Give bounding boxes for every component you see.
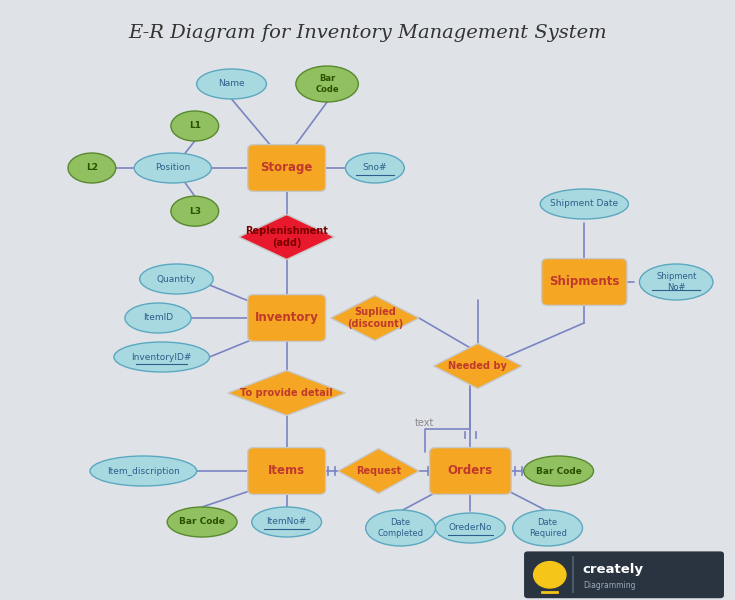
Text: Date
Required: Date Required — [528, 518, 567, 538]
Circle shape — [534, 562, 566, 588]
Text: creately: creately — [583, 563, 644, 577]
Text: Position: Position — [155, 163, 190, 173]
Ellipse shape — [540, 189, 628, 219]
Text: To provide detail: To provide detail — [240, 388, 333, 398]
Text: Orders: Orders — [448, 464, 493, 478]
Text: L3: L3 — [189, 206, 201, 215]
Text: ItemNo#: ItemNo# — [267, 517, 306, 527]
Polygon shape — [228, 371, 345, 415]
Text: L2: L2 — [86, 163, 98, 173]
Text: L1: L1 — [189, 121, 201, 130]
Text: OrederNo: OrederNo — [448, 523, 492, 533]
Text: Date
Completed: Date Completed — [378, 518, 423, 538]
Ellipse shape — [168, 507, 237, 537]
Text: Items: Items — [268, 464, 305, 478]
FancyBboxPatch shape — [248, 295, 326, 341]
FancyBboxPatch shape — [248, 448, 326, 494]
Text: Suplied
(discount): Suplied (discount) — [347, 307, 403, 329]
FancyBboxPatch shape — [248, 145, 326, 191]
Ellipse shape — [140, 264, 213, 294]
Text: InventoryID#: InventoryID# — [132, 352, 192, 361]
Polygon shape — [338, 449, 419, 493]
Ellipse shape — [366, 510, 436, 546]
Text: Item_discription: Item_discription — [107, 467, 179, 475]
Text: Request: Request — [356, 466, 401, 476]
Text: ItemID: ItemID — [143, 313, 173, 323]
Ellipse shape — [68, 153, 116, 183]
Text: text: text — [415, 418, 434, 428]
Polygon shape — [434, 343, 522, 389]
Ellipse shape — [639, 264, 713, 300]
FancyBboxPatch shape — [524, 551, 724, 598]
Text: Inventory: Inventory — [255, 311, 318, 325]
Ellipse shape — [251, 507, 322, 537]
Ellipse shape — [134, 153, 212, 183]
Text: E-R Diagram for Inventory Management System: E-R Diagram for Inventory Management Sys… — [128, 24, 607, 42]
Text: Bar
Code: Bar Code — [315, 74, 339, 94]
Text: Shipments: Shipments — [549, 275, 620, 289]
Text: Sno#: Sno# — [362, 163, 387, 173]
Ellipse shape — [114, 342, 209, 372]
Text: Shipment
No#: Shipment No# — [656, 272, 696, 292]
FancyBboxPatch shape — [542, 259, 627, 305]
Ellipse shape — [435, 513, 506, 543]
Ellipse shape — [295, 66, 359, 102]
Ellipse shape — [171, 111, 219, 141]
Polygon shape — [239, 214, 334, 259]
Ellipse shape — [345, 153, 404, 183]
Text: Bar Code: Bar Code — [179, 517, 225, 527]
Ellipse shape — [90, 456, 197, 486]
FancyBboxPatch shape — [429, 448, 511, 494]
Text: Needed by: Needed by — [448, 361, 507, 371]
Text: Shipment Date: Shipment Date — [551, 199, 618, 208]
Ellipse shape — [171, 196, 219, 226]
Text: Bar Code: Bar Code — [536, 467, 581, 475]
Text: Diagramming: Diagramming — [583, 581, 635, 589]
Ellipse shape — [197, 69, 266, 99]
Ellipse shape — [125, 303, 191, 333]
Polygon shape — [331, 296, 419, 340]
Text: Name: Name — [218, 79, 245, 88]
Text: Storage: Storage — [260, 161, 313, 175]
Ellipse shape — [523, 456, 594, 486]
Text: Replenishment
(add): Replenishment (add) — [245, 226, 328, 248]
Ellipse shape — [513, 510, 583, 546]
Text: Quantity: Quantity — [157, 275, 196, 283]
